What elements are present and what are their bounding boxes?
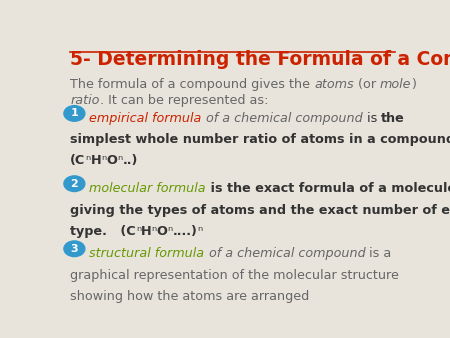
Text: empirical formula: empirical formula — [90, 112, 202, 125]
Text: is: is — [363, 112, 381, 125]
Text: giving the types of atoms and the exact number of each: giving the types of atoms and the exact … — [70, 204, 450, 217]
Text: graphical representation of the molecular structure: graphical representation of the molecula… — [70, 269, 399, 282]
Text: O: O — [157, 224, 167, 238]
Text: ⁿ: ⁿ — [167, 224, 173, 238]
Text: 5- Determining the Formula of a Compound:: 5- Determining the Formula of a Compound… — [70, 50, 450, 69]
Text: atoms: atoms — [314, 78, 354, 91]
Circle shape — [64, 241, 85, 257]
Text: the: the — [381, 112, 405, 125]
Text: (or: (or — [354, 78, 380, 91]
Text: structural formula: structural formula — [90, 247, 204, 261]
Text: is the exact formula of a molecule,: is the exact formula of a molecule, — [206, 183, 450, 195]
Text: H: H — [141, 224, 152, 238]
Circle shape — [64, 106, 85, 121]
Circle shape — [64, 176, 85, 192]
Text: ..): ..) — [122, 154, 138, 167]
Text: 2: 2 — [71, 179, 78, 189]
Text: of a chemical compound: of a chemical compound — [202, 112, 363, 125]
Text: showing how the atoms are arranged: showing how the atoms are arranged — [70, 290, 310, 303]
Text: simplest whole number ratio of atoms in a compound: simplest whole number ratio of atoms in … — [70, 134, 450, 146]
Text: The formula of a compound gives the: The formula of a compound gives the — [70, 78, 314, 91]
Text: is a: is a — [365, 247, 392, 261]
Text: mole: mole — [380, 78, 411, 91]
Text: ⁿ: ⁿ — [198, 224, 203, 238]
Text: ⁿ: ⁿ — [101, 154, 106, 167]
Text: . It can be represented as:: . It can be represented as: — [99, 94, 268, 107]
Text: ratio: ratio — [70, 94, 99, 107]
Text: ....): ....) — [173, 224, 198, 238]
Text: of a chemical compound: of a chemical compound — [204, 247, 365, 261]
Text: ⁿ: ⁿ — [86, 154, 90, 167]
Text: molecular formula: molecular formula — [90, 183, 206, 195]
Text: ⁿ: ⁿ — [136, 224, 141, 238]
Text: 3: 3 — [71, 244, 78, 254]
Text: ⁿ: ⁿ — [117, 154, 122, 167]
Text: ): ) — [411, 78, 416, 91]
Text: (C: (C — [70, 154, 86, 167]
Text: O: O — [106, 154, 117, 167]
Text: ⁿ: ⁿ — [152, 224, 157, 238]
Text: type.   (C: type. (C — [70, 224, 136, 238]
Text: H: H — [90, 154, 101, 167]
Text: 1: 1 — [71, 108, 78, 118]
